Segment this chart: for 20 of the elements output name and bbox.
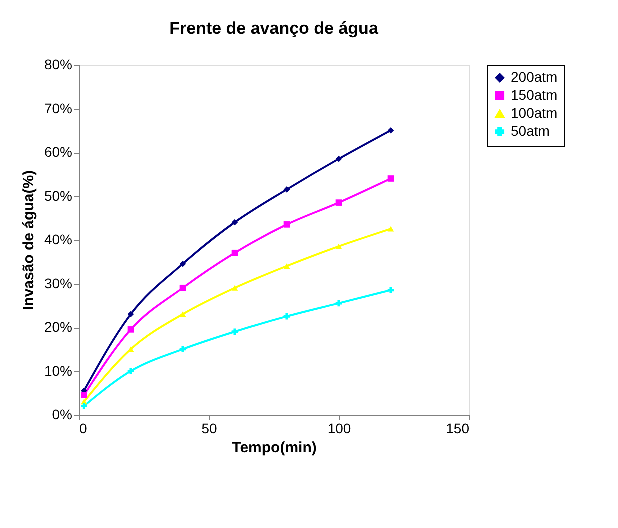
y-axis-title: Invasão de água(%)	[20, 170, 38, 311]
y-tick-label: 70%	[44, 100, 72, 116]
legend-label: 100atm	[511, 105, 558, 121]
legend-label: 150atm	[511, 87, 558, 103]
y-tick-label: 60%	[44, 144, 72, 160]
y-tick-label: 10%	[44, 362, 72, 379]
y-tick-label: 30%	[44, 275, 72, 292]
x-tick-label: 0	[80, 420, 88, 436]
y-tick-label: 50%	[44, 188, 72, 204]
chart-title: Frente de avanço de água	[170, 19, 379, 38]
legend-label: 200atm	[511, 69, 558, 85]
y-tick-label: 40%	[44, 232, 72, 248]
x-tick-label: 50	[202, 420, 218, 436]
x-tick-label: 150	[446, 420, 470, 436]
x-axis-title: Tempo(min)	[232, 440, 317, 456]
y-tick-label: 0%	[52, 406, 72, 422]
y-tick-label: 80%	[44, 56, 72, 72]
y-tick-label: 20%	[44, 319, 72, 335]
legend-label: 50atm	[511, 123, 550, 139]
x-tick-label: 100	[328, 420, 352, 436]
